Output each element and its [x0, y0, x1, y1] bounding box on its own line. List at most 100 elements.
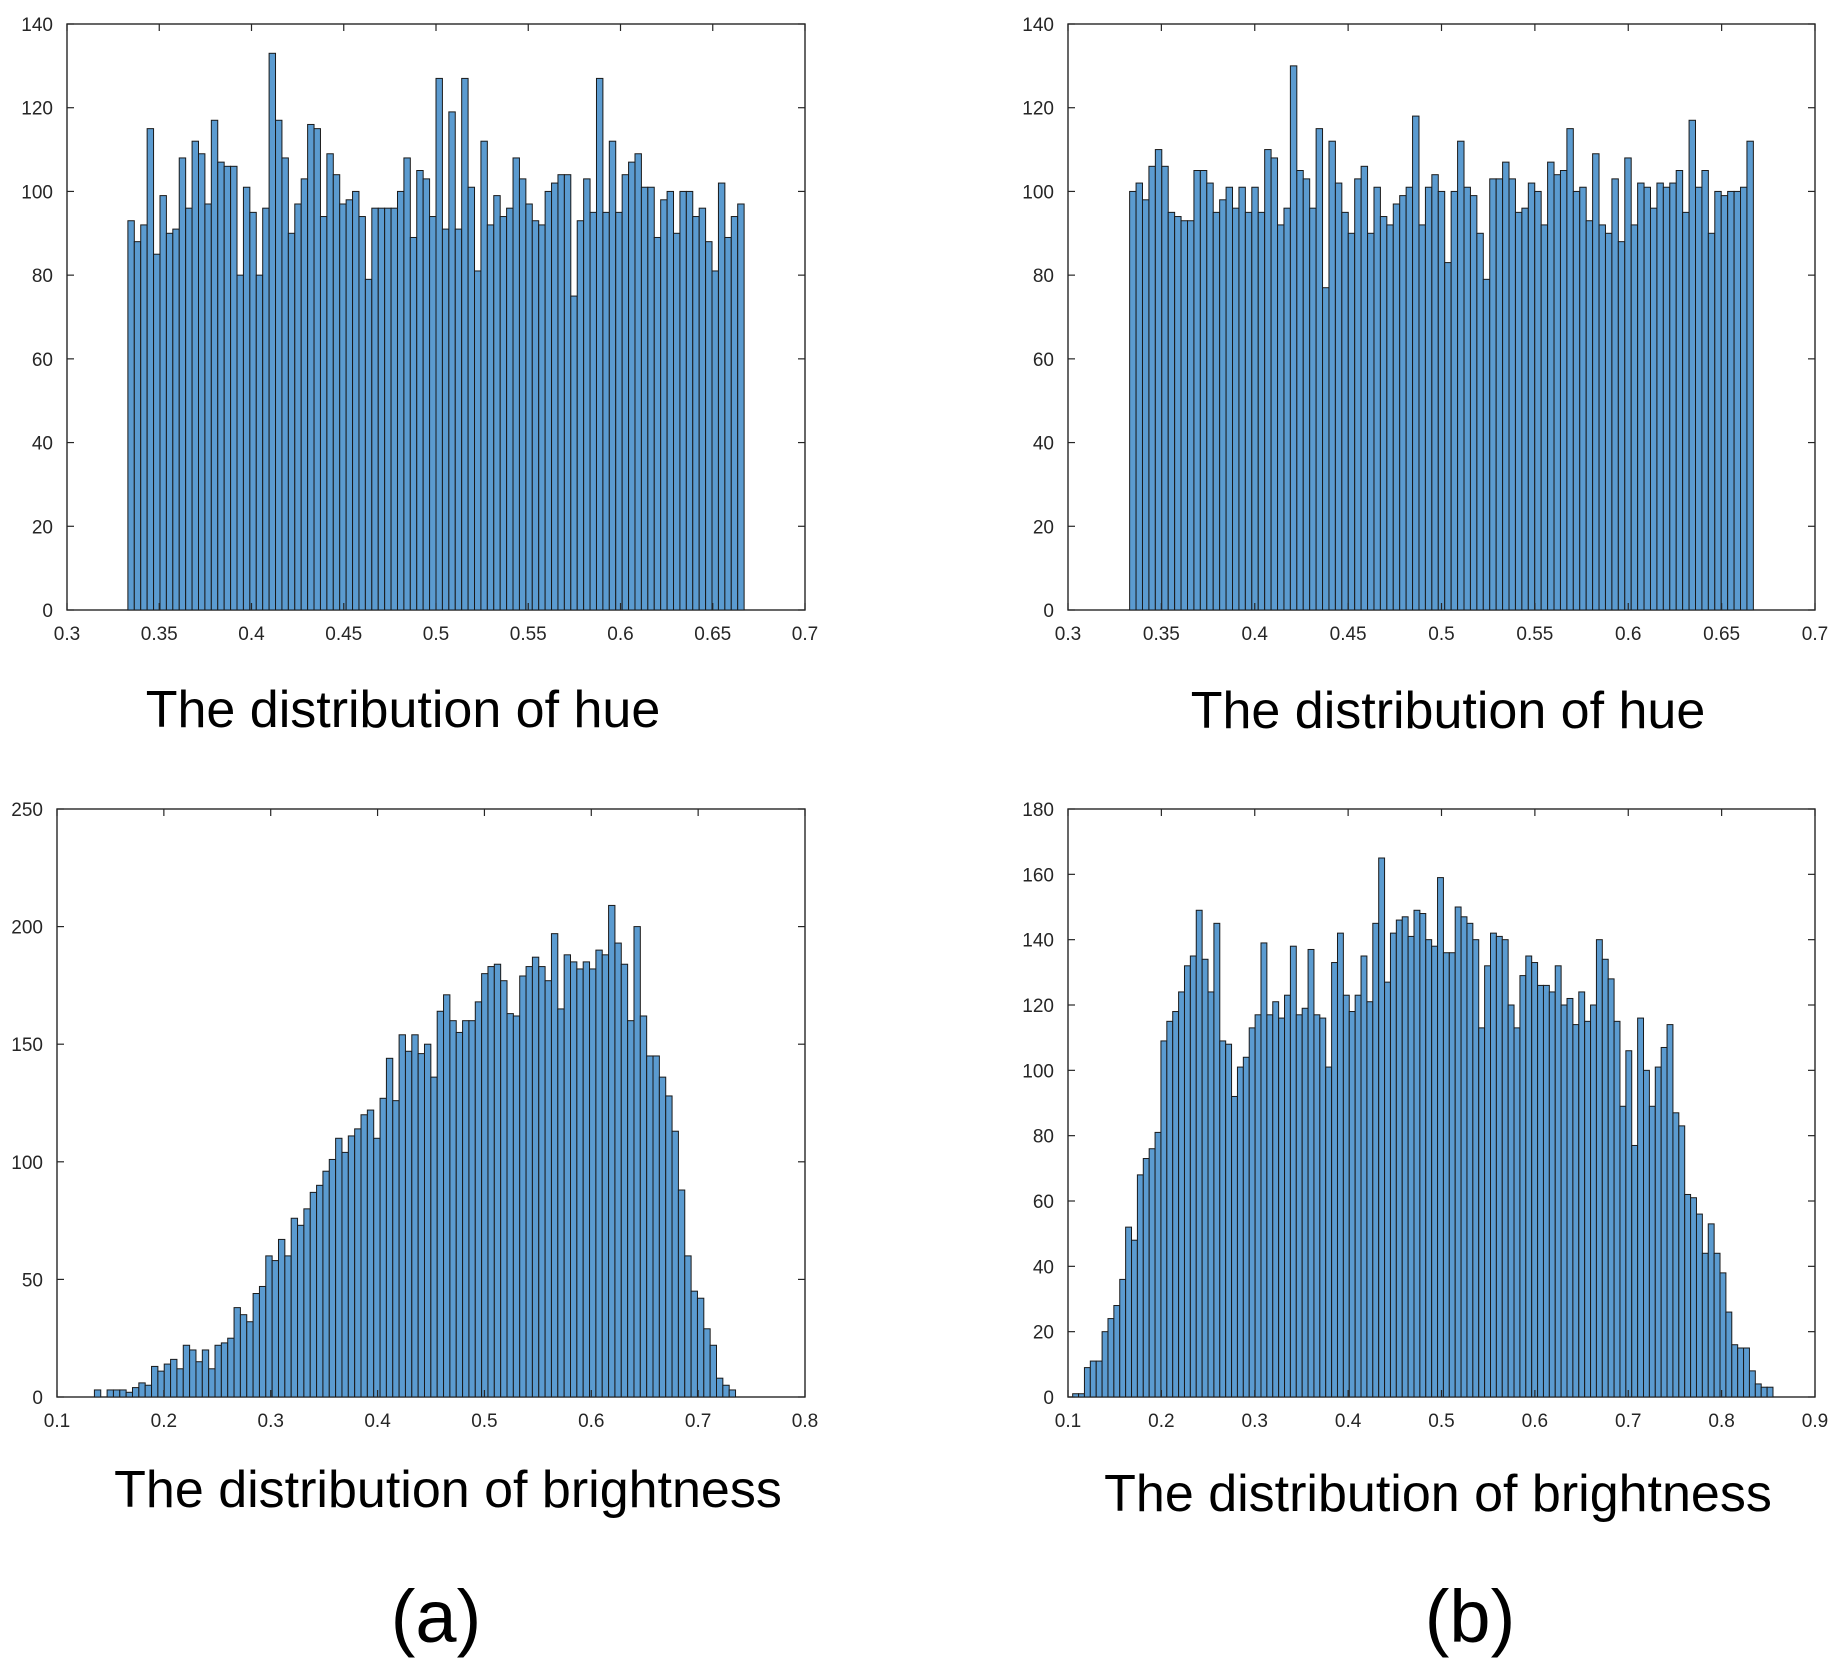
- x-tick-label: 0.1: [44, 1411, 70, 1432]
- bar: [481, 973, 489, 1398]
- bar: [1313, 1014, 1321, 1398]
- bar: [677, 1189, 686, 1398]
- bar: [1089, 1360, 1097, 1398]
- bar: [518, 178, 527, 611]
- bar: [435, 77, 443, 611]
- bar: [658, 1076, 667, 1398]
- bar: [1460, 916, 1468, 1398]
- y-tick-label: 120: [1022, 99, 1054, 120]
- bar: [1379, 216, 1388, 611]
- bar: [239, 1314, 248, 1398]
- bar: [1482, 278, 1491, 611]
- x-tick-label: 0.4: [364, 1411, 391, 1432]
- bar: [1366, 1001, 1374, 1398]
- bar: [1560, 1004, 1568, 1398]
- bar: [1301, 1007, 1309, 1398]
- bar: [182, 1344, 191, 1398]
- bar: [1507, 1004, 1515, 1398]
- x-tick-label: 0.45: [325, 624, 362, 645]
- bar: [1466, 922, 1474, 1398]
- bar: [1248, 1027, 1256, 1398]
- bar: [1131, 1239, 1138, 1398]
- y-tick-label: 160: [1022, 865, 1054, 886]
- bar: [666, 190, 675, 611]
- bar: [416, 170, 424, 611]
- bar: [1129, 190, 1137, 611]
- bar: [255, 274, 264, 611]
- bar: [403, 157, 411, 611]
- bar: [252, 1293, 260, 1398]
- bar: [1348, 1011, 1356, 1398]
- bar: [628, 161, 636, 611]
- bar: [499, 216, 508, 611]
- bar: [191, 140, 200, 611]
- bar: [354, 1128, 362, 1398]
- bar: [1669, 182, 1677, 611]
- bar: [328, 1158, 337, 1398]
- bar: [1412, 115, 1420, 611]
- x-tick-label: 0.4: [1242, 624, 1269, 645]
- bar: [1178, 991, 1185, 1398]
- bar: [1270, 157, 1279, 611]
- x-tick-label: 0.45: [1330, 624, 1367, 645]
- bar: [1590, 1004, 1597, 1398]
- bar: [1180, 220, 1188, 611]
- bar: [1566, 997, 1574, 1398]
- bar: [220, 1342, 229, 1398]
- bar: [1547, 161, 1555, 611]
- bar: [1746, 140, 1754, 611]
- bar: [448, 111, 456, 611]
- bar: [1213, 922, 1221, 1398]
- bar: [217, 161, 225, 611]
- bar: [1219, 1040, 1227, 1398]
- bar: [474, 1001, 483, 1398]
- bar: [601, 954, 610, 1398]
- bar: [1309, 207, 1317, 611]
- bar: [1662, 186, 1671, 611]
- bar: [1630, 224, 1639, 611]
- bar: [724, 236, 732, 611]
- bar: [1725, 1311, 1733, 1398]
- bar: [404, 1050, 413, 1398]
- bar: [106, 1389, 114, 1398]
- bar: [390, 207, 398, 611]
- bar: [1142, 1158, 1150, 1398]
- y-tick-label: 40: [1033, 434, 1054, 455]
- y-tick-label: 40: [1033, 1257, 1054, 1278]
- bar: [339, 203, 347, 611]
- bar: [474, 270, 482, 611]
- bar: [366, 1109, 375, 1398]
- bar: [1514, 211, 1523, 611]
- bar: [1766, 1386, 1774, 1398]
- y-tick-label: 20: [1033, 517, 1054, 538]
- bar: [614, 942, 622, 1398]
- panel-label-a: (a): [391, 1575, 481, 1658]
- bar: [1101, 1331, 1109, 1398]
- bar: [531, 956, 540, 1398]
- bar: [1592, 153, 1600, 611]
- bar: [1277, 224, 1285, 611]
- bar: [462, 1020, 470, 1398]
- bar: [1437, 877, 1444, 1398]
- bar: [396, 190, 405, 611]
- bar: [1448, 952, 1456, 1398]
- bar: [423, 1043, 432, 1398]
- bar: [1684, 1193, 1692, 1398]
- y-tick-label: 0: [1043, 601, 1054, 622]
- bar: [290, 1217, 299, 1398]
- bar: [1331, 962, 1338, 1398]
- bar: [634, 153, 642, 611]
- bar: [189, 1349, 197, 1398]
- bar: [1236, 1066, 1244, 1398]
- x-tick-label: 0.5: [1428, 1411, 1454, 1432]
- chart-a-hue: 0.3 0.35 0.4 0.45 0.5 0.55 0.6 0.65 0.7 0 20 40 60 80…: [21, 15, 818, 645]
- bar: [1289, 945, 1297, 1398]
- bar: [1720, 195, 1729, 611]
- bar: [352, 190, 360, 611]
- bar: [671, 1130, 679, 1398]
- y-tick-label: 200: [11, 918, 43, 939]
- bar: [595, 949, 603, 1398]
- bar: [1424, 186, 1433, 611]
- x-tick-label: 0.35: [141, 624, 178, 645]
- bar: [1690, 1197, 1697, 1398]
